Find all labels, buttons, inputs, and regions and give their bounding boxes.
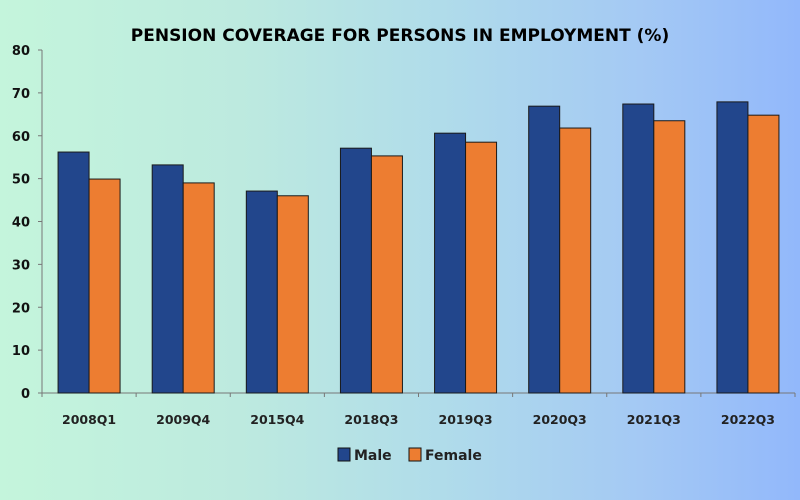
x-tick-label: 2009Q4 [156,412,210,427]
y-tick-label: 60 [12,130,30,145]
bar-male-2018Q3 [339,147,372,394]
legend-label-male: Male [354,448,392,464]
y-tick-label: 10 [12,344,30,359]
bar-female-2021Q3 [653,120,686,394]
x-tick-label: 2022Q3 [721,412,775,427]
bar-female-2015Q4 [276,195,309,394]
x-tick-label: 2015Q4 [250,412,304,427]
bar-male-2015Q4 [245,190,278,394]
bar-male-2009Q4 [151,164,184,394]
legend-swatch-female [408,447,422,462]
y-tick-label: 40 [12,216,30,231]
y-tick-label: 50 [12,173,30,188]
bar-male-2022Q3 [716,101,749,394]
x-tick-label: 2018Q3 [344,412,398,427]
y-tick-label: 0 [21,387,30,402]
bar-female-2022Q3 [747,114,780,394]
x-tick-label: 2020Q3 [533,412,587,427]
bar-female-2009Q4 [182,182,215,394]
bar-male-2019Q3 [434,132,467,394]
y-tick-label: 80 [12,44,30,59]
bar-female-2020Q3 [559,127,592,394]
y-tick-label: 30 [12,258,30,273]
bar-male-2020Q3 [528,105,561,394]
x-tick-label: 2019Q3 [439,412,493,427]
y-tick-label: 20 [12,301,30,316]
x-axis: 2008Q1 2009Q4 2015Q4 2018Q3 2019Q3 2020Q3 2021… [41,392,796,427]
bar-female-2019Q3 [465,141,498,394]
y-tick-label: 70 [12,87,30,102]
bar-male-2008Q1 [57,151,90,394]
bar-male-2021Q3 [622,103,655,394]
bars [57,101,780,394]
x-tick-label: 2021Q3 [627,412,681,427]
chart-title: PENSION COVERAGE FOR PERSONS IN EMPLOYME… [131,26,669,46]
y-axis: 0 10 20 30 40 50 60 70 80 [12,44,43,402]
legend-swatch-male [337,447,351,462]
bar-female-2008Q1 [88,178,121,394]
legend: Male Female [337,447,482,464]
legend-label-female: Female [425,448,482,464]
bar-female-2018Q3 [370,155,403,394]
x-tick-label: 2008Q1 [62,412,116,427]
